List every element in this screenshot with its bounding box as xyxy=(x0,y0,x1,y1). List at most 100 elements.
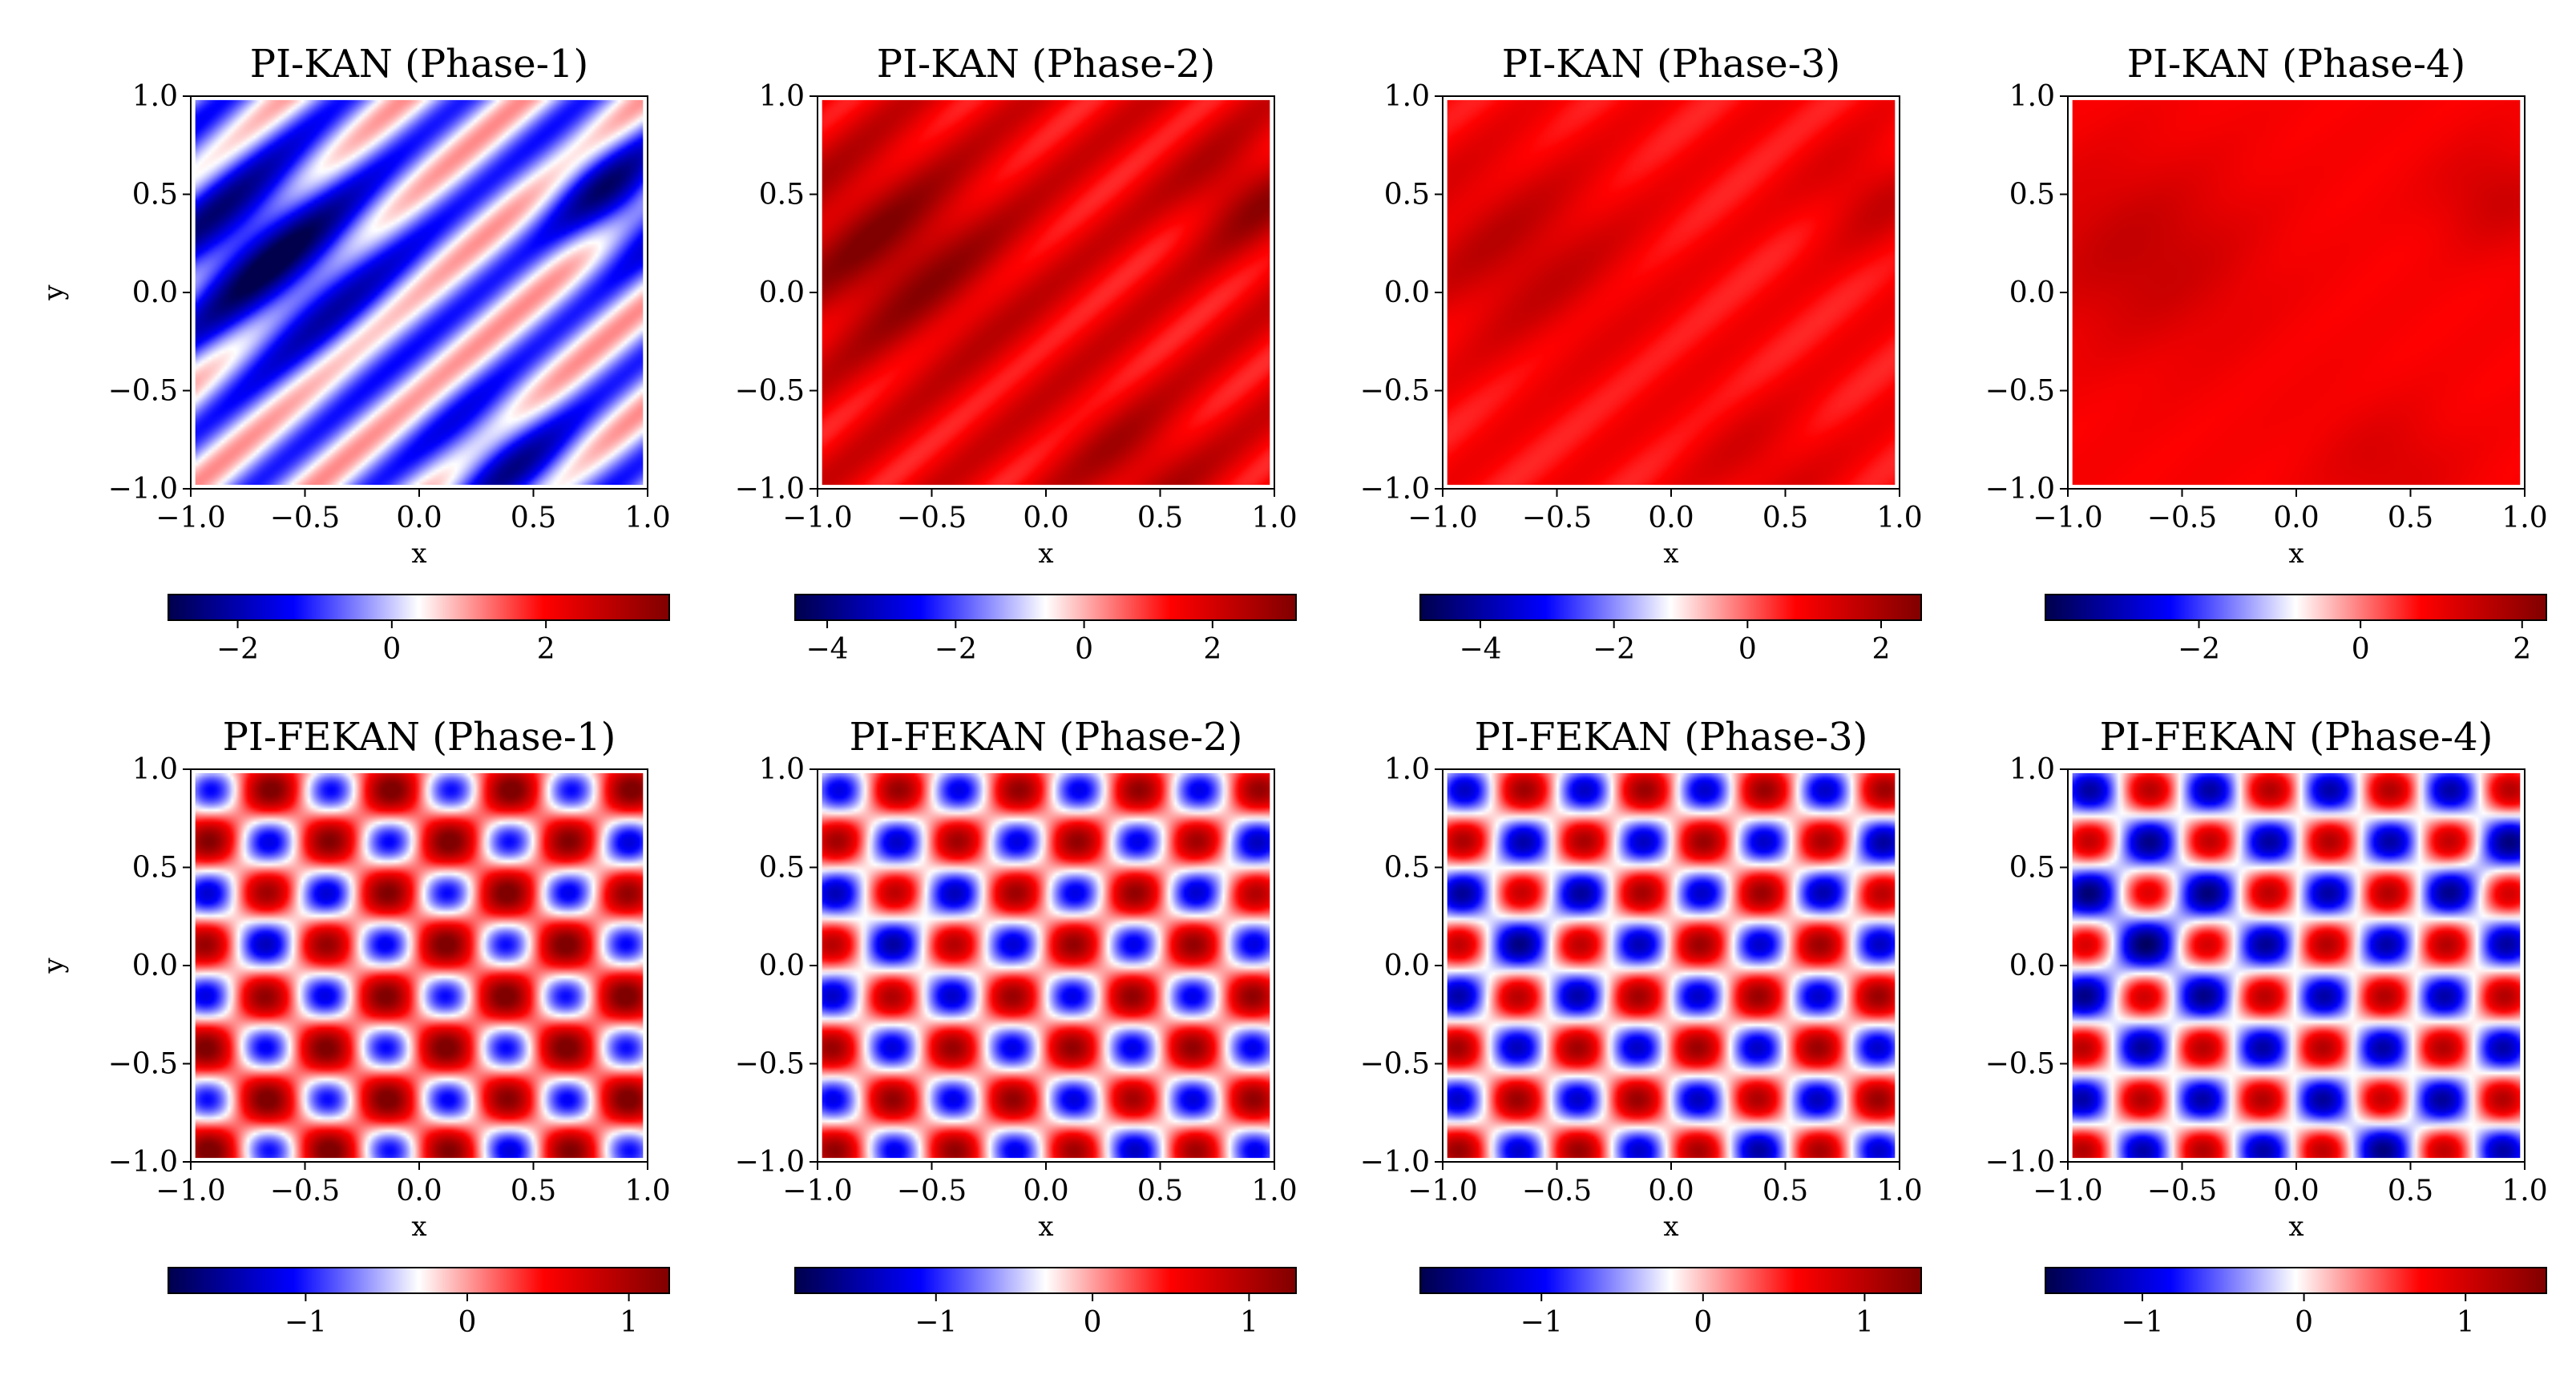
y-tick-label: 0.0 xyxy=(132,276,178,309)
x-tick-label: 0.0 xyxy=(1023,502,1068,534)
heatmap-field xyxy=(2072,99,2521,486)
y-tick-label: 1.0 xyxy=(1384,753,1430,786)
x-axis-label: x xyxy=(411,538,426,570)
x-axis-label: x xyxy=(1663,538,1678,570)
colorbar xyxy=(2045,1267,2547,1294)
y-axis-label: y xyxy=(38,284,70,301)
y-tick-label: 1.0 xyxy=(2009,80,2055,113)
x-tick-label: 1.0 xyxy=(1876,502,1922,534)
panel-6: PI-FEKAN (Phase-2) −1.0 −0.5 0.0 0.5 1.0 1.0 0.… xyxy=(735,715,1298,1339)
colorbar-tick-label: 0 xyxy=(2352,633,2370,666)
y-tick-label: 1.0 xyxy=(759,80,805,113)
colorbar xyxy=(1419,594,1922,621)
y-tick-label: 0.5 xyxy=(132,179,178,212)
y-tick-label: 0.5 xyxy=(759,852,805,885)
x-tick-label: 1.0 xyxy=(624,1175,670,1208)
x-tick-label: −0.5 xyxy=(270,502,340,534)
colorbar-tick-label: 2 xyxy=(1872,633,1891,666)
colorbar-tick-label: 0 xyxy=(1075,633,1093,666)
y-tick-label: 0.5 xyxy=(2009,852,2055,885)
y-tick-label: −0.5 xyxy=(1360,1048,1430,1081)
y-tick-label: −0.5 xyxy=(1985,1048,2055,1081)
colorbar-tick-label: 1 xyxy=(1240,1306,1258,1339)
colorbar-tick-label: −1 xyxy=(285,1306,327,1339)
panel-title: PI-FEKAN (Phase-3) xyxy=(1475,715,1868,760)
x-tick-label: 1.0 xyxy=(2501,1175,2547,1208)
x-tick-label: 0.5 xyxy=(511,502,556,534)
x-tick-label: 0.5 xyxy=(2388,1175,2433,1208)
x-axis-label: x xyxy=(2288,1211,2303,1243)
heatmap-field xyxy=(822,772,1270,1159)
y-tick-label: 0.5 xyxy=(1384,852,1430,885)
x-tick-label: 0.0 xyxy=(396,502,442,534)
x-tick-label: −1.0 xyxy=(2033,502,2102,534)
panel-2: PI-KAN (Phase-2) −1.0 −0.5 0.0 0.5 1.0 1.0 0.5 0… xyxy=(735,42,1298,666)
panel-3: PI-KAN (Phase-3) −1.0 −0.5 0.0 0.5 1.0 1.0 0.5 0… xyxy=(1360,42,1923,666)
x-tick-label: 0.5 xyxy=(511,1175,556,1208)
x-tick-label: −1.0 xyxy=(782,1175,852,1208)
y-tick-label: 1.0 xyxy=(1384,80,1430,113)
y-tick-label: −1.0 xyxy=(735,1146,805,1179)
panel-5: PI-FEKAN (Phase-1) −1.0 −0.5 0.0 0.5 1.0 1.0 0.… xyxy=(38,715,671,1339)
y-tick-label: 0.0 xyxy=(1384,950,1430,982)
y-tick-label: 0.0 xyxy=(759,276,805,309)
colorbar-tick-label: 0 xyxy=(1694,1306,1712,1339)
y-tick-label: 0.5 xyxy=(132,852,178,885)
y-tick-label: −1.0 xyxy=(108,1146,178,1179)
y-tick-label: 0.0 xyxy=(1384,276,1430,309)
x-axis-label: x xyxy=(1038,538,1053,570)
panel-title: PI-KAN (Phase-2) xyxy=(877,42,1215,87)
panel-8: PI-FEKAN (Phase-4) −1.0 −0.5 0.0 0.5 1.0 1.0 0.… xyxy=(1985,715,2548,1339)
colorbar-tick-label: −1 xyxy=(1520,1306,1563,1339)
panel-title: PI-FEKAN (Phase-1) xyxy=(223,715,616,760)
x-tick-label: 0.0 xyxy=(396,1175,442,1208)
colorbar xyxy=(1419,1267,1922,1294)
x-tick-label: 1.0 xyxy=(2501,502,2547,534)
colorbar-tick-label: −2 xyxy=(2178,633,2220,666)
heatmap-field xyxy=(1447,772,1896,1159)
y-tick-label: −0.5 xyxy=(735,375,805,408)
x-tick-label: 0.0 xyxy=(1648,1175,1694,1208)
colorbar-tick-label: 2 xyxy=(537,633,555,666)
colorbar-tick-label: 2 xyxy=(1203,633,1221,666)
x-tick-label: −1.0 xyxy=(1407,1175,1477,1208)
colorbar-tick-label: 0 xyxy=(2295,1306,2313,1339)
x-axis-label: x xyxy=(1663,1211,1678,1243)
colorbar-tick-label: 2 xyxy=(2513,633,2531,666)
panels: PI-KAN (Phase-1) −1.0 −0.5 0.0 0.5 1.0 1.0 0.5 0… xyxy=(38,42,2548,1339)
panel-title: PI-KAN (Phase-3) xyxy=(1502,42,1840,87)
x-tick-label: 0.5 xyxy=(1762,1175,1808,1208)
y-tick-label: 0.5 xyxy=(2009,179,2055,212)
panel-4: PI-KAN (Phase-4) −1.0 −0.5 0.0 0.5 1.0 1.0 0.5 0… xyxy=(1985,42,2548,666)
x-tick-label: −0.5 xyxy=(270,1175,340,1208)
x-tick-label: 0.5 xyxy=(2388,502,2433,534)
y-tick-label: −1.0 xyxy=(1360,473,1430,506)
colorbar-tick-label: −2 xyxy=(935,633,977,666)
x-tick-label: −0.5 xyxy=(897,1175,967,1208)
y-tick-label: 0.0 xyxy=(2009,276,2055,309)
panel-title: PI-KAN (Phase-1) xyxy=(250,42,588,87)
x-tick-label: −0.5 xyxy=(2147,1175,2217,1208)
colorbar-tick-label: −4 xyxy=(806,633,849,666)
y-tick-label: 1.0 xyxy=(759,753,805,786)
heatmap-field xyxy=(195,99,644,486)
y-tick-label: −1.0 xyxy=(108,473,178,506)
y-tick-label: −0.5 xyxy=(1360,375,1430,408)
y-tick-label: −0.5 xyxy=(108,1048,178,1081)
colorbar xyxy=(168,1267,670,1294)
panel-title: PI-FEKAN (Phase-4) xyxy=(2100,715,2493,760)
colorbar-tick-label: 0 xyxy=(1738,633,1757,666)
x-tick-label: 0.5 xyxy=(1137,1175,1183,1208)
colorbar xyxy=(168,594,670,621)
colorbar-tick-label: 1 xyxy=(620,1306,638,1339)
panel-1: PI-KAN (Phase-1) −1.0 −0.5 0.0 0.5 1.0 1.0 0.5 0… xyxy=(38,42,671,666)
x-tick-label: 1.0 xyxy=(1876,1175,1922,1208)
y-tick-label: 0.0 xyxy=(2009,950,2055,982)
y-tick-label: −1.0 xyxy=(1360,1146,1430,1179)
x-tick-label: 0.5 xyxy=(1762,502,1808,534)
x-tick-label: 0.0 xyxy=(1023,1175,1068,1208)
y-tick-label: −1.0 xyxy=(735,473,805,506)
colorbar-tick-label: 1 xyxy=(2457,1306,2475,1339)
y-tick-label: −0.5 xyxy=(735,1048,805,1081)
